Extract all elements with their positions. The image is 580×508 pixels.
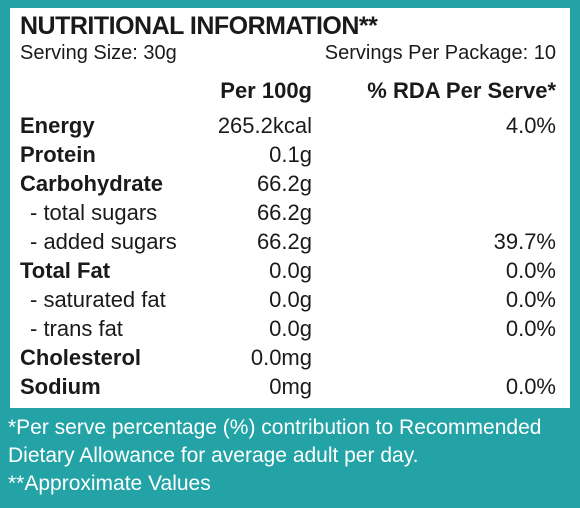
row-per100: 0.0g <box>269 316 312 341</box>
row-rda: 0.0% <box>505 316 556 341</box>
row-saturated-fat: - saturated fat 0.0g 0.0% <box>10 286 570 314</box>
row-label: Cholesterol <box>20 345 142 370</box>
row-label: - trans fat <box>30 316 123 341</box>
row-total-fat: Total Fat 0.0g 0.0% <box>10 257 570 285</box>
row-rda: 0.0% <box>505 287 556 312</box>
footnote-rda-cont: Dietary Allowance for average adult per … <box>8 444 419 467</box>
header-per-100g: Per 100g <box>220 78 312 103</box>
row-label: Protein <box>20 142 96 167</box>
row-per100: 0mg <box>269 374 312 399</box>
row-per100: 0.0g <box>269 258 312 283</box>
servings-per-package: Servings Per Package: 10 <box>324 42 556 64</box>
row-rda: 4.0% <box>505 113 556 138</box>
row-per100: 0.0mg <box>250 345 312 370</box>
footnote-approximate: **Approximate Values <box>8 472 211 495</box>
panel-title: NUTRITIONAL INFORMATION** <box>20 12 378 40</box>
footnotes: *Per serve percentage (%) contribution t… <box>8 414 574 498</box>
row-per100: 66.2g <box>256 229 312 254</box>
row-label: - added sugars <box>30 229 177 254</box>
header-rda: % RDA Per Serve* <box>367 78 556 103</box>
row-per100: 66.2g <box>256 200 312 225</box>
row-label: Total Fat <box>20 258 111 283</box>
row-rda: 39.7% <box>493 229 556 254</box>
row-energy: Energy 265.2kcal 4.0% <box>10 112 570 140</box>
row-cholesterol: Cholesterol 0.0mg <box>10 344 570 372</box>
row-total-sugars: - total sugars 66.2g <box>10 199 570 227</box>
row-per100: 0.0g <box>269 287 312 312</box>
row-rda: 0.0% <box>505 374 556 399</box>
row-per100: 0.1g <box>269 142 312 167</box>
row-added-sugars: - added sugars 66.2g 39.7% <box>10 228 570 256</box>
row-label: Carbohydrate <box>20 171 164 196</box>
row-label: - total sugars <box>30 200 158 225</box>
footnote-rda: *Per serve percentage (%) contribution t… <box>8 416 542 439</box>
row-per100: 66.2g <box>256 171 312 196</box>
row-rda: 0.0% <box>505 258 556 283</box>
row-carbohydrate: Carbohydrate 66.2g <box>10 170 570 198</box>
row-trans-fat: - trans fat 0.0g 0.0% <box>10 315 570 343</box>
row-label: Energy <box>20 113 95 138</box>
row-sodium: Sodium 0mg 0.0% <box>10 373 570 401</box>
row-label: - saturated fat <box>30 287 166 312</box>
serving-size: Serving Size: 30g <box>20 42 177 64</box>
row-protein: Protein 0.1g <box>10 141 570 169</box>
row-per100: 265.2kcal <box>217 113 312 138</box>
nutrition-panel: NUTRITIONAL INFORMATION** Serving Size: … <box>10 8 570 408</box>
row-label: Sodium <box>20 374 101 399</box>
